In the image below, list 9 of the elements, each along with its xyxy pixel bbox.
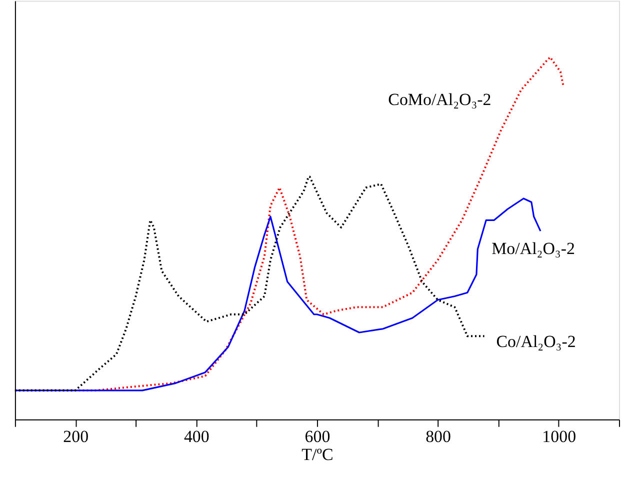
x-tick-label: 800 [426,426,451,446]
series-label: CoMo/Al₂O₃-2 [388,90,492,109]
x-axis-title: T/ºC [302,444,334,464]
x-tick-label: 1000 [542,426,576,446]
x-tick-label: 200 [63,426,89,446]
x-tick-label: 400 [184,426,210,446]
x-tick-label: 600 [304,426,330,446]
series-label: Co/Al₂O₃-2 [496,332,576,352]
series-label: Mo/Al₂O₃-2 [492,239,575,258]
